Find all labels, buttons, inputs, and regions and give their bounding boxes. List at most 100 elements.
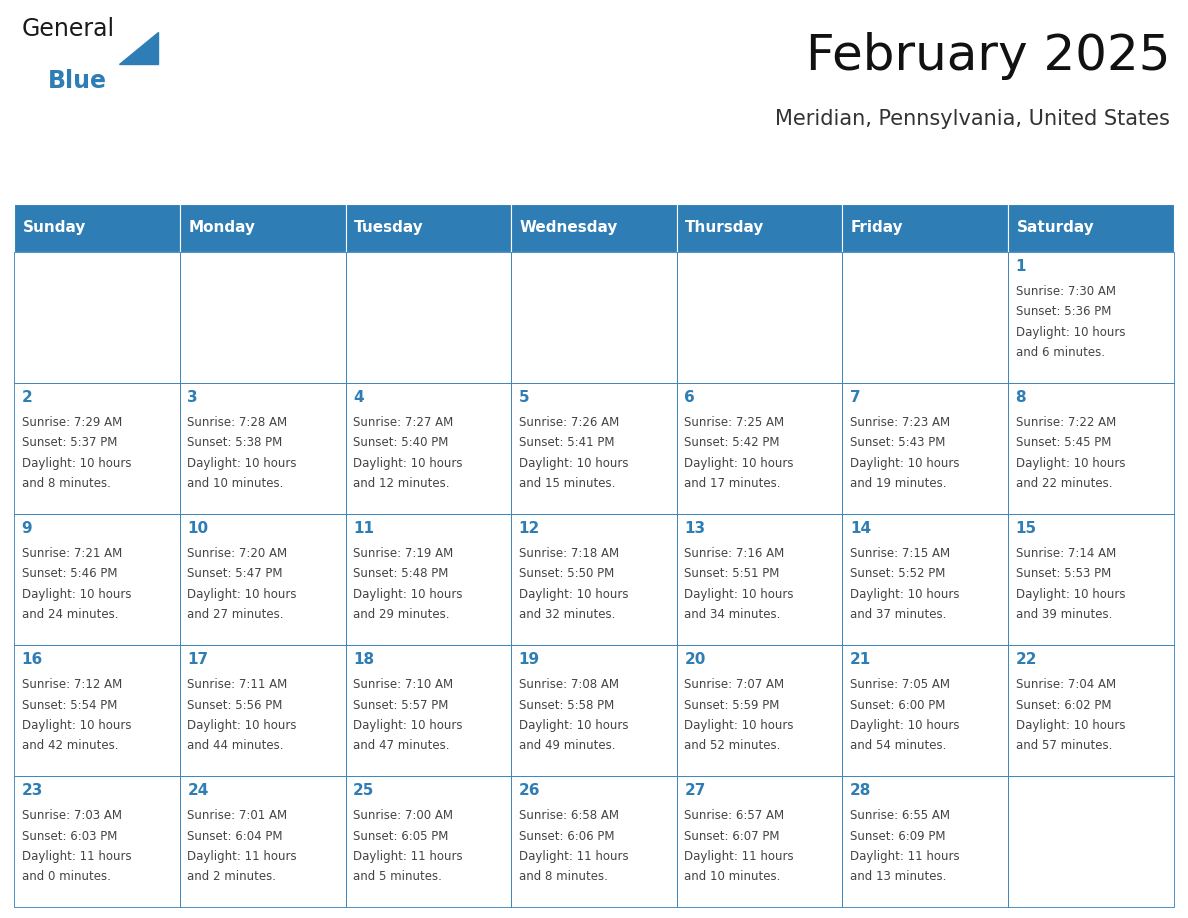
Text: and 10 minutes.: and 10 minutes. [684, 870, 781, 883]
Text: and 34 minutes.: and 34 minutes. [684, 608, 781, 621]
Text: Monday: Monday [188, 220, 255, 235]
Text: Sunrise: 6:55 AM: Sunrise: 6:55 AM [849, 810, 950, 823]
Text: Sunrise: 7:00 AM: Sunrise: 7:00 AM [353, 810, 453, 823]
Text: and 32 minutes.: and 32 minutes. [519, 608, 615, 621]
Text: Sunset: 5:37 PM: Sunset: 5:37 PM [21, 436, 118, 450]
Text: Sunrise: 7:30 AM: Sunrise: 7:30 AM [1016, 285, 1116, 298]
Text: 6: 6 [684, 390, 695, 405]
Text: Sunset: 5:51 PM: Sunset: 5:51 PM [684, 567, 779, 580]
Text: Sunset: 5:46 PM: Sunset: 5:46 PM [21, 567, 118, 580]
Text: Daylight: 10 hours: Daylight: 10 hours [684, 588, 794, 600]
Text: Sunrise: 7:14 AM: Sunrise: 7:14 AM [1016, 547, 1116, 560]
Polygon shape [119, 32, 158, 64]
Text: 25: 25 [353, 783, 374, 798]
Text: Sunrise: 7:12 AM: Sunrise: 7:12 AM [21, 678, 122, 691]
Text: Sunset: 5:43 PM: Sunset: 5:43 PM [849, 436, 946, 450]
Text: Daylight: 10 hours: Daylight: 10 hours [1016, 326, 1125, 339]
Text: Sunset: 6:05 PM: Sunset: 6:05 PM [353, 830, 448, 843]
Text: Daylight: 10 hours: Daylight: 10 hours [849, 588, 960, 600]
Text: Daylight: 11 hours: Daylight: 11 hours [21, 850, 132, 863]
Text: Daylight: 10 hours: Daylight: 10 hours [188, 456, 297, 470]
Text: Sunrise: 6:58 AM: Sunrise: 6:58 AM [519, 810, 619, 823]
Text: 27: 27 [684, 783, 706, 798]
Text: 17: 17 [188, 652, 208, 667]
Text: Sunset: 5:48 PM: Sunset: 5:48 PM [353, 567, 448, 580]
Text: Daylight: 10 hours: Daylight: 10 hours [21, 719, 131, 732]
Text: Friday: Friday [851, 220, 903, 235]
Text: Daylight: 10 hours: Daylight: 10 hours [684, 456, 794, 470]
Text: and 19 minutes.: and 19 minutes. [849, 477, 947, 490]
Text: 16: 16 [21, 652, 43, 667]
Text: and 54 minutes.: and 54 minutes. [849, 739, 947, 752]
Text: and 57 minutes.: and 57 minutes. [1016, 739, 1112, 752]
Text: Daylight: 11 hours: Daylight: 11 hours [188, 850, 297, 863]
Text: Sunset: 5:59 PM: Sunset: 5:59 PM [684, 699, 779, 711]
Text: Sunset: 6:04 PM: Sunset: 6:04 PM [188, 830, 283, 843]
Text: Sunrise: 7:11 AM: Sunrise: 7:11 AM [188, 678, 287, 691]
Text: 24: 24 [188, 783, 209, 798]
Text: Sunset: 5:52 PM: Sunset: 5:52 PM [849, 567, 946, 580]
Text: 4: 4 [353, 390, 364, 405]
Text: 9: 9 [21, 521, 32, 536]
Text: and 47 minutes.: and 47 minutes. [353, 739, 449, 752]
Text: Sunrise: 7:03 AM: Sunrise: 7:03 AM [21, 810, 121, 823]
Text: Sunrise: 7:10 AM: Sunrise: 7:10 AM [353, 678, 453, 691]
Text: and 44 minutes.: and 44 minutes. [188, 739, 284, 752]
Text: Sunset: 5:50 PM: Sunset: 5:50 PM [519, 567, 614, 580]
Text: Sunrise: 7:18 AM: Sunrise: 7:18 AM [519, 547, 619, 560]
Text: Daylight: 11 hours: Daylight: 11 hours [684, 850, 794, 863]
Text: Sunrise: 7:26 AM: Sunrise: 7:26 AM [519, 416, 619, 429]
Text: and 42 minutes.: and 42 minutes. [21, 739, 119, 752]
Text: Sunset: 5:36 PM: Sunset: 5:36 PM [1016, 306, 1111, 319]
Text: Sunrise: 7:04 AM: Sunrise: 7:04 AM [1016, 678, 1116, 691]
Text: Sunset: 6:06 PM: Sunset: 6:06 PM [519, 830, 614, 843]
Text: Sunset: 5:57 PM: Sunset: 5:57 PM [353, 699, 448, 711]
Text: and 39 minutes.: and 39 minutes. [1016, 608, 1112, 621]
Text: Sunset: 6:02 PM: Sunset: 6:02 PM [1016, 699, 1111, 711]
Text: Daylight: 10 hours: Daylight: 10 hours [519, 456, 628, 470]
Text: Daylight: 10 hours: Daylight: 10 hours [1016, 456, 1125, 470]
Text: 19: 19 [519, 652, 539, 667]
Text: Daylight: 10 hours: Daylight: 10 hours [353, 456, 462, 470]
Text: Blue: Blue [48, 69, 107, 93]
Text: Tuesday: Tuesday [354, 220, 424, 235]
Text: 13: 13 [684, 521, 706, 536]
Text: Sunset: 5:45 PM: Sunset: 5:45 PM [1016, 436, 1111, 450]
Text: Sunset: 5:40 PM: Sunset: 5:40 PM [353, 436, 448, 450]
Text: and 12 minutes.: and 12 minutes. [353, 477, 449, 490]
Text: Daylight: 11 hours: Daylight: 11 hours [849, 850, 960, 863]
Text: Sunrise: 7:16 AM: Sunrise: 7:16 AM [684, 547, 784, 560]
Text: Sunset: 6:07 PM: Sunset: 6:07 PM [684, 830, 779, 843]
Text: 20: 20 [684, 652, 706, 667]
Text: 18: 18 [353, 652, 374, 667]
Text: and 15 minutes.: and 15 minutes. [519, 477, 615, 490]
Text: Sunrise: 7:01 AM: Sunrise: 7:01 AM [188, 810, 287, 823]
Text: 12: 12 [519, 521, 539, 536]
Text: Daylight: 10 hours: Daylight: 10 hours [849, 456, 960, 470]
Text: Daylight: 10 hours: Daylight: 10 hours [353, 588, 462, 600]
Text: Daylight: 10 hours: Daylight: 10 hours [21, 588, 131, 600]
Text: Sunrise: 7:19 AM: Sunrise: 7:19 AM [353, 547, 454, 560]
Text: 10: 10 [188, 521, 208, 536]
Text: Daylight: 10 hours: Daylight: 10 hours [519, 719, 628, 732]
Text: Sunday: Sunday [23, 220, 86, 235]
Text: General: General [21, 17, 115, 41]
Text: Meridian, Pennsylvania, United States: Meridian, Pennsylvania, United States [776, 109, 1170, 129]
Text: Sunrise: 7:08 AM: Sunrise: 7:08 AM [519, 678, 619, 691]
Text: and 52 minutes.: and 52 minutes. [684, 739, 781, 752]
Text: 3: 3 [188, 390, 198, 405]
Text: and 5 minutes.: and 5 minutes. [353, 870, 442, 883]
Text: Sunrise: 7:29 AM: Sunrise: 7:29 AM [21, 416, 122, 429]
Text: February 2025: February 2025 [805, 32, 1170, 80]
Text: 5: 5 [519, 390, 530, 405]
Text: Daylight: 10 hours: Daylight: 10 hours [684, 719, 794, 732]
Text: Daylight: 10 hours: Daylight: 10 hours [353, 719, 462, 732]
Text: Sunset: 5:42 PM: Sunset: 5:42 PM [684, 436, 779, 450]
Text: 2: 2 [21, 390, 32, 405]
Text: Sunset: 5:41 PM: Sunset: 5:41 PM [519, 436, 614, 450]
Text: and 0 minutes.: and 0 minutes. [21, 870, 110, 883]
Text: Sunrise: 7:07 AM: Sunrise: 7:07 AM [684, 678, 784, 691]
Text: and 8 minutes.: and 8 minutes. [21, 477, 110, 490]
Text: Sunrise: 7:23 AM: Sunrise: 7:23 AM [849, 416, 950, 429]
Text: and 10 minutes.: and 10 minutes. [188, 477, 284, 490]
